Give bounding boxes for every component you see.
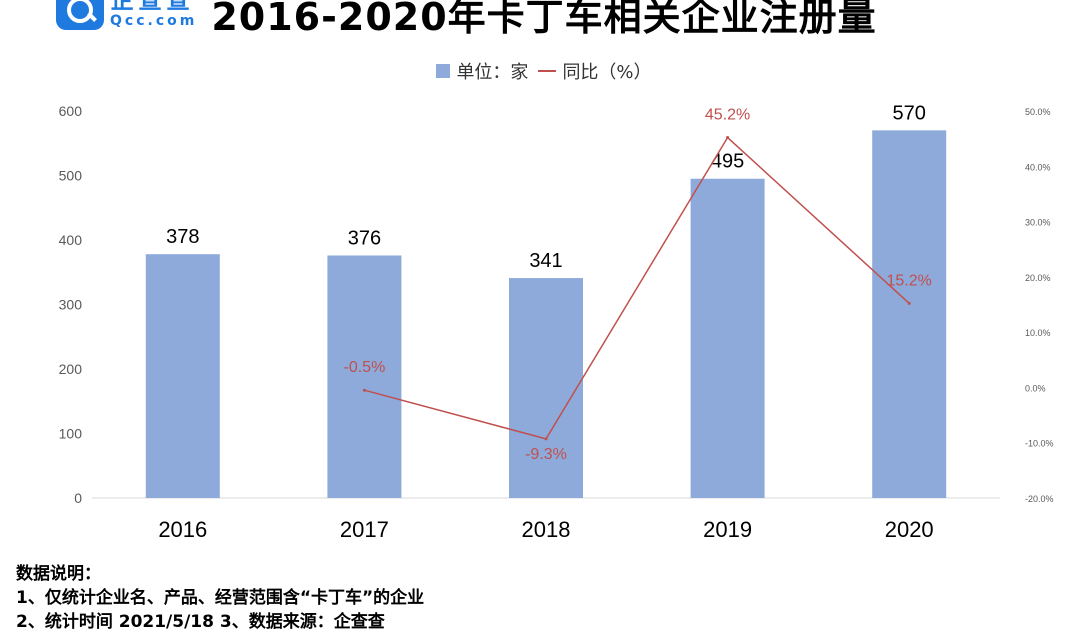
y-left-tick-label: 100 bbox=[59, 426, 83, 442]
logo-text-cn: 企查查 bbox=[110, 0, 194, 14]
logo-text-en: Qcc.com bbox=[110, 13, 198, 29]
notes-line-2: 2、统计时间 2021/5/18 3、数据来源：企查查 bbox=[16, 612, 385, 632]
y-left-tick-label: 0 bbox=[74, 490, 82, 506]
y-right-tick-label: 10.0% bbox=[1025, 328, 1051, 338]
bar-value-label: 570 bbox=[893, 102, 926, 124]
yoy-line bbox=[364, 136, 910, 440]
yoy-value-label: 45.2% bbox=[705, 107, 750, 124]
chart-legend: 单位：家 同比（%） bbox=[0, 58, 1088, 84]
y-right-tick-label: 30.0% bbox=[1025, 218, 1051, 228]
yoy-point bbox=[544, 437, 548, 441]
yoy-point bbox=[726, 136, 730, 140]
y-right-tick-label: -10.0% bbox=[1025, 439, 1054, 449]
y-left-tick-label: 600 bbox=[59, 103, 83, 119]
magnifier-logo-icon bbox=[56, 0, 104, 30]
yoy-value-label: -0.5% bbox=[344, 359, 386, 376]
y-right-tick-label: 20.0% bbox=[1025, 273, 1051, 283]
bar bbox=[690, 178, 765, 498]
x-tick-label: 2017 bbox=[340, 517, 389, 542]
legend-bar-label: 单位：家 bbox=[456, 62, 529, 83]
x-tick-label: 2020 bbox=[885, 517, 934, 542]
chart-title: 2016-2020年卡丁车相关企业注册量 bbox=[211, 0, 877, 39]
bar-value-label: 495 bbox=[711, 151, 744, 173]
y-left-tick-label: 400 bbox=[59, 232, 83, 248]
yoy-point bbox=[362, 388, 366, 392]
y-right-tick-label: 40.0% bbox=[1025, 162, 1051, 172]
bar-value-label: 376 bbox=[348, 227, 381, 249]
y-left-tick-label: 300 bbox=[59, 297, 83, 313]
y-left-tick-label: 200 bbox=[59, 361, 83, 377]
logo: 企查查 Qcc.com bbox=[56, 0, 197, 30]
x-tick-label: 2019 bbox=[703, 517, 752, 542]
data-notes: 数据说明： 1、仅统计企业名、产品、经营范围含“卡丁车”的企业 2、统计时间 2… bbox=[16, 562, 424, 634]
legend-line-label: 同比（%） bbox=[562, 62, 652, 83]
y-right-tick-label: -20.0% bbox=[1025, 494, 1054, 504]
yoy-value-label: 15.2% bbox=[887, 272, 932, 289]
y-right-tick-label: 0.0% bbox=[1025, 383, 1046, 393]
notes-line-1: 1、仅统计企业名、产品、经营范围含“卡丁车”的企业 bbox=[16, 588, 425, 608]
x-tick-label: 2018 bbox=[522, 517, 571, 542]
bar-value-label: 378 bbox=[166, 226, 199, 248]
notes-heading: 数据说明： bbox=[16, 564, 101, 584]
y-right-tick-label: 50.0% bbox=[1025, 107, 1051, 117]
x-tick-label: 2016 bbox=[158, 517, 207, 542]
legend-bar-swatch bbox=[436, 64, 451, 78]
bar bbox=[145, 254, 220, 498]
bar bbox=[509, 278, 583, 498]
y-left-tick-label: 500 bbox=[59, 168, 83, 184]
bar bbox=[327, 255, 402, 498]
bar-value-label: 341 bbox=[529, 250, 562, 272]
yoy-value-label: -9.3% bbox=[525, 446, 567, 463]
bar bbox=[872, 130, 947, 498]
legend-line-swatch bbox=[538, 70, 557, 72]
combo-chart: 0 100 200 300 400 500 600 -20.0% -10.0% 0.0% 10.0%… bbox=[59, 102, 1054, 542]
yoy-point bbox=[907, 301, 911, 305]
